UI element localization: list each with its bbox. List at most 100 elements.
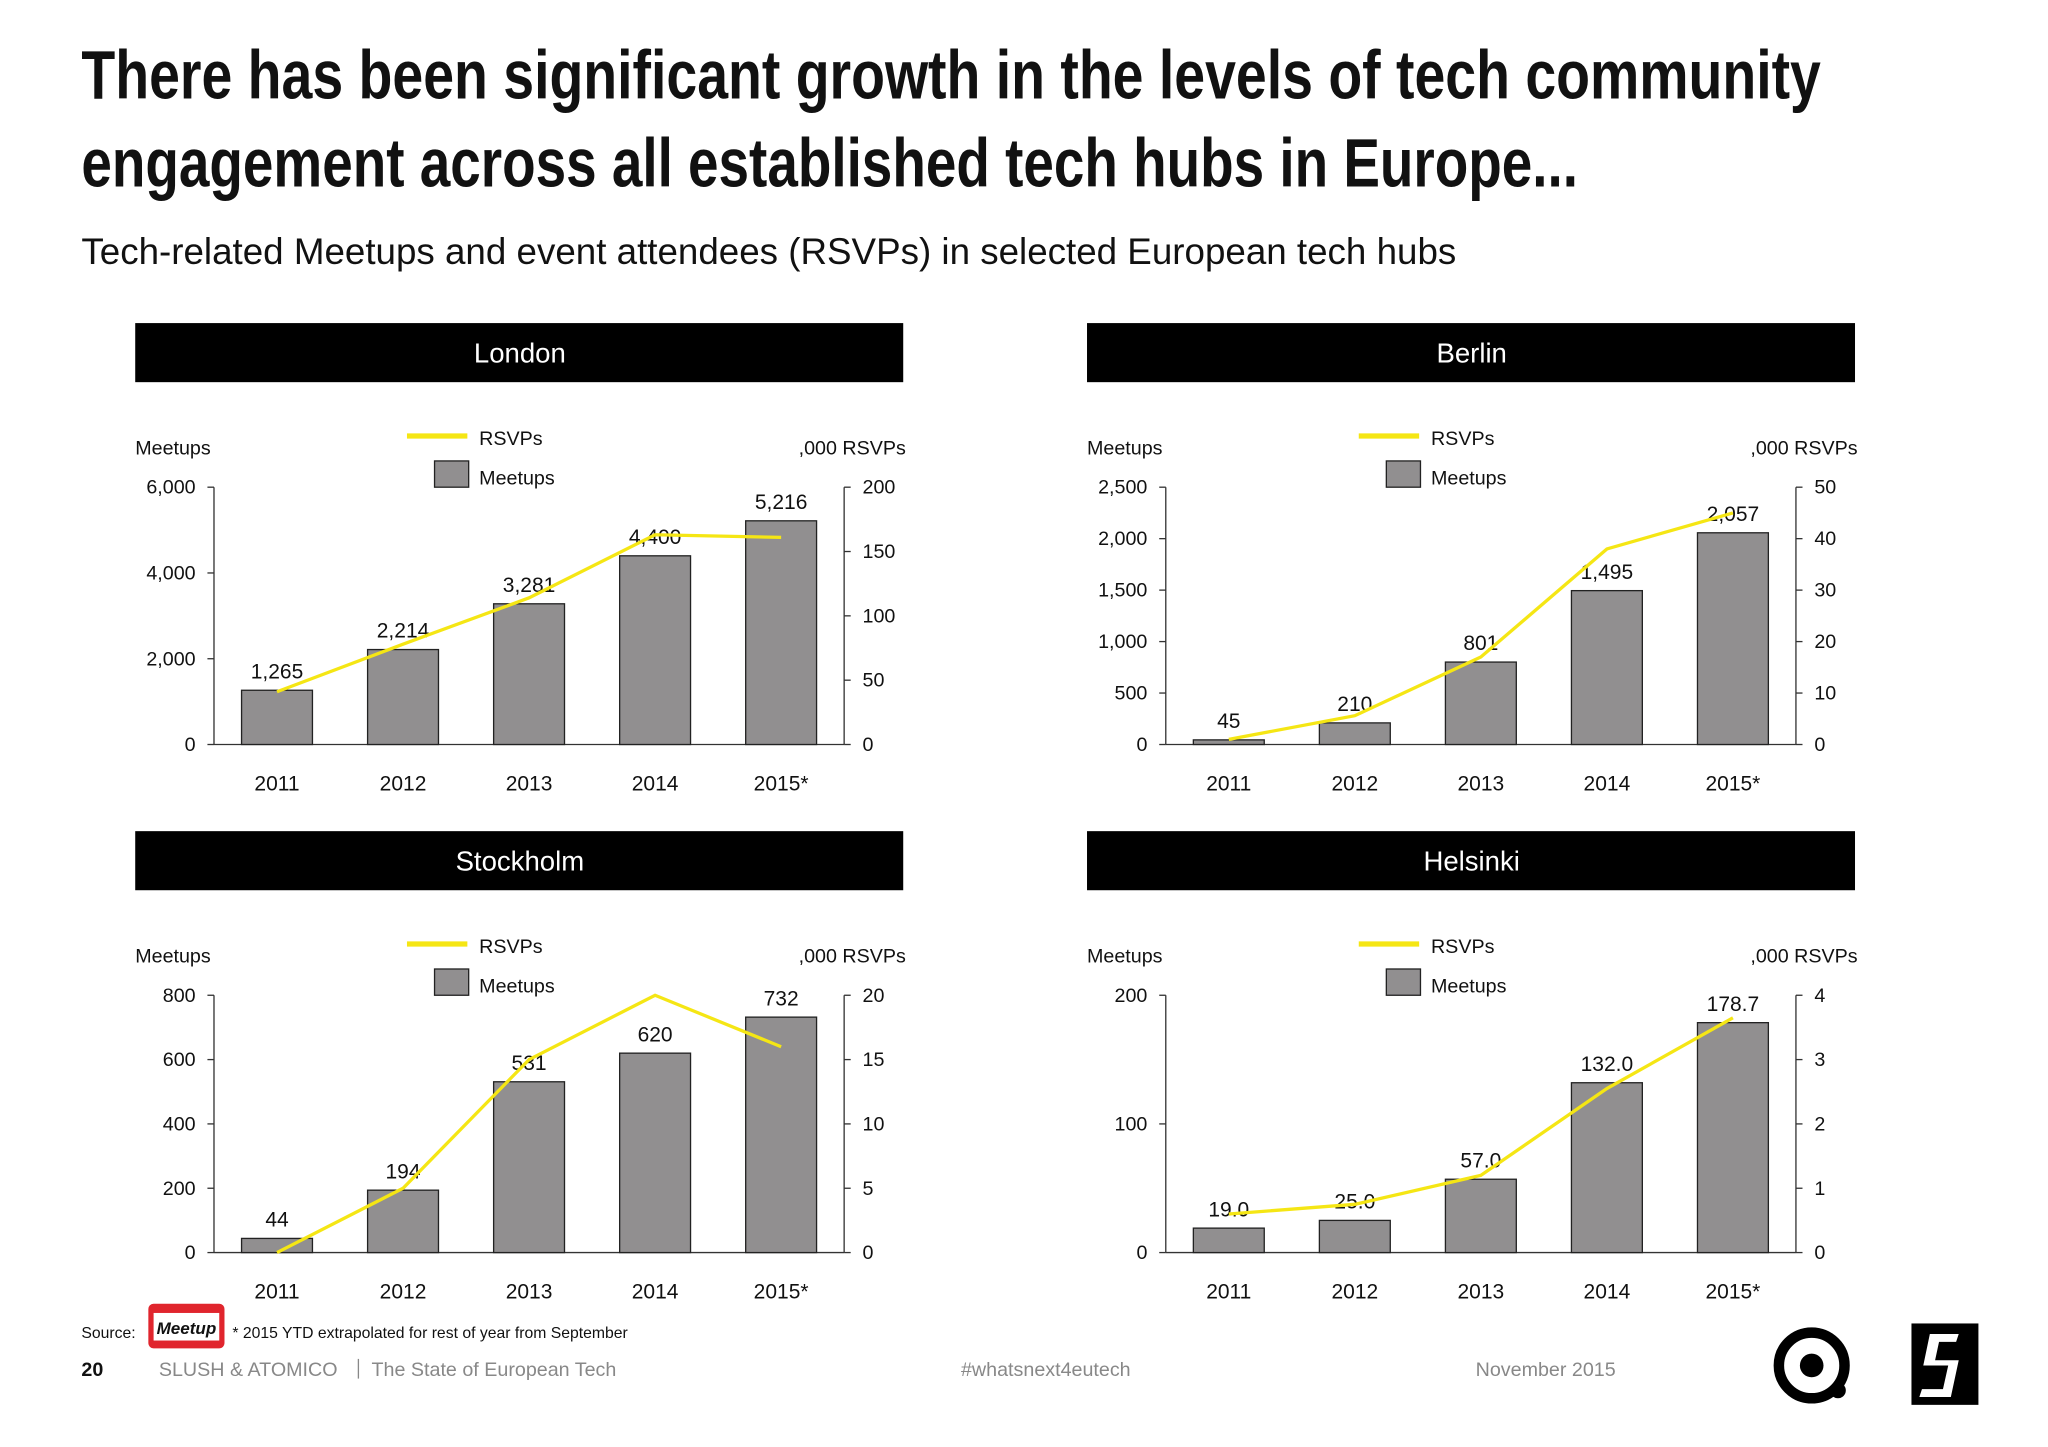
y2-axis-label: ,000 RSVPs	[1750, 437, 1857, 459]
x-tick-label: 2013	[1458, 1281, 1505, 1304]
atomico-logo-mark	[1919, 1333, 1959, 1397]
bar-value-label: 210	[1337, 693, 1372, 716]
legend-label: RSVPs	[1431, 428, 1495, 450]
bar	[1696, 532, 1770, 746]
y2-tick-label: 0	[863, 734, 874, 756]
source-label: Source:	[81, 1325, 135, 1342]
bar-value-label: 57.0	[1460, 1149, 1501, 1172]
y2-tick-label: 50	[863, 670, 885, 692]
x-tick-label: 2012	[1331, 1281, 1378, 1304]
y2-tick-label: 0	[1814, 734, 1825, 756]
bar	[745, 520, 818, 746]
bar	[492, 603, 566, 746]
x-tick-label: 2014	[632, 772, 679, 795]
x-tick-label: 2015*	[1705, 772, 1760, 795]
bar	[745, 1016, 818, 1254]
bar-value-label: 178.7	[1707, 993, 1760, 1016]
bar-value-label: 4,400	[629, 526, 682, 549]
y2-tick-label: 4	[1814, 985, 1825, 1007]
y2-tick-label: 200	[863, 477, 896, 499]
x-tick-label: 2015*	[1705, 1281, 1760, 1304]
y2-tick-label: 100	[863, 605, 896, 627]
y-tick-label: 200	[1115, 985, 1148, 1007]
legend-label: RSVPs	[479, 936, 543, 958]
y-tick-label: 1,500	[1098, 580, 1147, 602]
x-tick-label: 2014	[1584, 1281, 1631, 1304]
chart-title: London	[474, 337, 566, 368]
source-logo-inner	[153, 1312, 220, 1341]
bar	[1696, 1022, 1770, 1254]
legend-label: RSVPs	[479, 428, 543, 450]
slush-logo-dot	[1830, 1382, 1846, 1399]
bar-value-label: 801	[1463, 632, 1498, 655]
y-tick-label: 0	[1136, 734, 1147, 756]
y-tick-label: 600	[163, 1049, 196, 1071]
chart-title: Stockholm	[456, 846, 585, 877]
y2-tick-label: 1	[1814, 1178, 1825, 1200]
source-logo-text: Meetup	[157, 1319, 217, 1338]
y-tick-label: 0	[185, 734, 196, 756]
bar	[618, 555, 692, 746]
legend-swatch	[1385, 460, 1422, 488]
rsvp-line	[1228, 511, 1734, 741]
bar-value-label: 2,214	[377, 620, 430, 643]
x-tick-label: 2011	[1206, 1281, 1251, 1304]
footer-date: November 2015	[1476, 1359, 1616, 1381]
footer-report: The State of European Tech	[372, 1359, 617, 1381]
bar-value-label: 132.0	[1581, 1053, 1634, 1076]
bar-value-label: 1,495	[1581, 561, 1634, 584]
y2-tick-label: 5	[863, 1178, 874, 1200]
rsvp-line	[276, 993, 782, 1255]
slide-title: engagement across all established tech h…	[81, 126, 1578, 202]
bar	[1570, 589, 1643, 746]
bar	[492, 1081, 566, 1254]
bar-value-label: 1,265	[251, 660, 304, 683]
footnote: * 2015 YTD extrapolated for rest of year…	[232, 1325, 627, 1342]
charts: London Meetups ,000 RSVPs RSVPs Meetups 0 2,00…	[135, 323, 1858, 1304]
legend-label: Meetups	[1431, 976, 1507, 998]
y-tick-label: 200	[163, 1178, 196, 1200]
y-tick-label: 6,000	[146, 477, 195, 499]
bar-value-label: 5,216	[755, 491, 808, 514]
chart-title: Berlin	[1436, 337, 1506, 368]
bar-value-label: 194	[386, 1160, 421, 1183]
bar	[1318, 1219, 1391, 1254]
bar	[1570, 1082, 1643, 1254]
bar-value-label: 25.0	[1334, 1191, 1375, 1214]
bar-value-label: 620	[638, 1023, 673, 1046]
x-tick-label: 2011	[254, 1281, 299, 1304]
y2-tick-label: 3	[1814, 1049, 1825, 1071]
legend-label: Meetups	[479, 976, 555, 998]
legend-label: Meetups	[479, 468, 555, 490]
footer-org: SLUSH & ATOMICO	[159, 1359, 338, 1381]
slide-subtitle: Tech-related Meetups and event attendees…	[81, 231, 1456, 272]
bar	[1192, 1227, 1265, 1254]
x-tick-label: 2011	[1206, 772, 1251, 795]
y-tick-label: 2,000	[1098, 528, 1147, 550]
y2-tick-label: 20	[1814, 631, 1836, 653]
x-tick-label: 2012	[380, 1281, 427, 1304]
x-tick-label: 2012	[1331, 772, 1378, 795]
legend-swatch	[433, 460, 470, 488]
y-tick-label: 0	[185, 1242, 196, 1264]
y-axis-label: Meetups	[1087, 945, 1163, 967]
y-axis-label: Meetups	[1087, 437, 1163, 459]
rsvp-line	[276, 533, 782, 694]
y2-tick-label: 30	[1814, 580, 1836, 602]
y2-tick-label: 150	[863, 541, 896, 563]
y-tick-label: 800	[163, 985, 196, 1007]
y2-tick-label: 15	[863, 1049, 885, 1071]
x-tick-label: 2013	[1458, 772, 1505, 795]
panel-header	[1087, 323, 1856, 383]
bar-value-label: 3,281	[503, 574, 556, 597]
bar-value-label: 732	[764, 987, 799, 1010]
y2-tick-label: 2	[1814, 1113, 1825, 1135]
y-axis-label: Meetups	[135, 437, 211, 459]
y-tick-label: 2,500	[1098, 477, 1147, 499]
panel-header	[1087, 831, 1856, 891]
y2-tick-label: 0	[1814, 1242, 1825, 1264]
y2-tick-label: 10	[863, 1113, 885, 1135]
y2-tick-label: 40	[1814, 528, 1836, 550]
